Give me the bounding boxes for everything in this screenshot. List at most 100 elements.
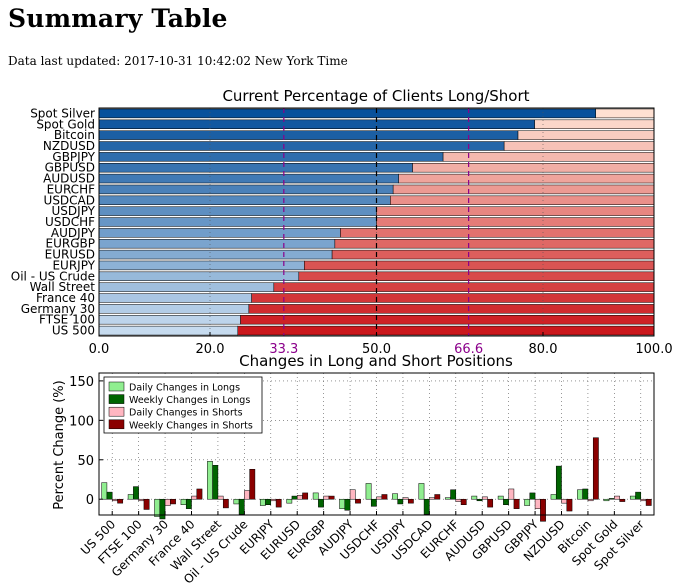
long-bar-3 [98,141,505,151]
chart2-x-tick-label: Bitcoin [555,517,594,556]
short-bar-6 [398,173,655,184]
change-bar-3-2 [170,498,176,505]
change-bar-3-20 [645,498,652,506]
chart1-category-label: Bitcoin [54,128,95,142]
change-bar-0-0 [101,482,108,500]
change-bar-2-11 [402,497,409,500]
chart2-x-tick-label: EURJPY [237,517,277,557]
change-bar-2-8 [323,495,330,500]
short-bar-12 [334,239,655,249]
change-bar-3-12 [434,494,441,500]
short-bar-5 [412,163,655,173]
chart1-x-tick-label: 100.0 [635,342,672,355]
chart1-x-tick-labels: 0.0 20.0 50.0 80.0 100.0 33.3 66.6 [89,332,673,355]
change-bar-1-16 [529,492,536,500]
long-bar-10 [98,217,377,227]
chart2-x-tick-label: EURGBP [285,517,330,562]
change-bar-3-6 [275,498,282,508]
chart1-category-label: Oil - US Crude [11,269,95,283]
chart2-legend-box [103,376,263,434]
change-bar-1-19 [608,498,615,500]
change-bar-1-17 [555,465,562,500]
change-bar-2-2 [164,498,171,506]
chart2-y-tick-label: 0 [86,493,94,508]
change-bar-1-7 [291,495,298,500]
chart2-legend-label: Daily Changes in Shorts [129,408,243,419]
short-bar-13 [331,249,655,260]
chart1-category-label: AUDUSD [43,172,95,186]
long-bar-4 [98,152,444,162]
change-bar-2-14 [481,496,488,500]
chart2-x-tick-label: FTSE 100 [95,517,144,566]
long-bar-14 [98,260,305,271]
short-bar-18 [248,304,655,314]
change-bar-3-13 [460,498,467,505]
long-bar-17 [98,293,252,303]
chart1-grid [209,108,544,336]
long-bar-7 [98,184,394,195]
change-bar-2-13 [455,498,462,502]
chart2-legend-label: Daily Changes in Longs [129,383,240,394]
chart2-legend-swatch [108,381,125,392]
change-bar-1-15 [503,498,509,505]
change-bar-0-7 [286,498,293,504]
change-bar-3-4 [222,498,229,509]
long-bar-18 [98,304,250,314]
chart2-x-tick-label: AUDUSD [442,517,489,564]
change-bar-0-20 [629,495,636,500]
change-bar-3-0 [117,498,124,504]
change-bar-1-20 [635,491,642,500]
change-bar-2-17 [561,498,568,504]
chart1-category-label: Wall Street [30,280,96,294]
chart2-bars [101,437,652,522]
change-bar-0-10 [365,483,372,500]
chart2-x-tick-label: Germany 30 [109,517,171,579]
page-title: Summary Table [8,4,228,33]
chart1-title: Current Percentage of Clients Long/Short [222,87,529,105]
chart1-category-label: US 500 [52,324,95,338]
chart2-x-tick-label: Spot Gold [569,517,620,568]
change-bar-2-20 [640,498,647,502]
change-bar-3-8 [328,495,335,500]
chart2-y-axis-label: Percent Change (%) [52,380,67,509]
chart2-plot-frame [98,372,655,516]
change-bar-1-4 [212,465,219,500]
short-bar-15 [298,271,655,281]
chart1-plot-frame [98,107,655,337]
change-bar-0-19 [603,498,610,502]
change-bar-3-19 [619,498,626,502]
change-bar-2-6 [270,498,277,502]
change-bar-3-15 [513,498,520,509]
change-bar-3-17 [566,498,573,512]
change-bar-1-13 [450,489,457,500]
chart1-category-label: Spot Silver [30,106,95,120]
chart1-category-label: EURJPY [52,258,95,272]
change-bar-0-13 [444,497,451,500]
change-bar-1-14 [476,498,483,502]
change-bar-1-0 [106,491,113,500]
chart2-y-tick-label: 100 [69,414,94,429]
short-bar-19 [240,315,655,325]
long-bar-9 [98,206,377,216]
long-bar-16 [98,282,275,292]
change-bar-1-18 [582,488,589,500]
chart1-category-label: NZDUSD [43,139,95,153]
long-bar-5 [98,163,413,173]
chart1-x-tick-label: 0.0 [89,342,110,355]
change-bar-1-8 [318,498,324,508]
chart1-category-label: Spot Gold [36,117,95,131]
change-bar-2-15 [508,488,515,500]
long-bar-20 [98,325,238,336]
short-bar-20 [237,325,655,336]
chart1-x-tick-label: 50.0 [362,342,391,355]
chart2-x-tick-label: Wall Street [168,517,224,573]
chart2-x-tick-label: USDJPY [368,517,409,558]
change-bar-0-4 [207,461,213,500]
chart2-grid [99,373,654,515]
long-short-percentage-chart: Current Percentage of Clients Long/Short… [11,87,673,355]
chart2-x-tick-label: Oil - US Crude [181,517,250,586]
change-bar-1-3 [185,498,192,509]
change-bar-2-19 [614,495,620,500]
long-bar-19 [98,315,241,325]
